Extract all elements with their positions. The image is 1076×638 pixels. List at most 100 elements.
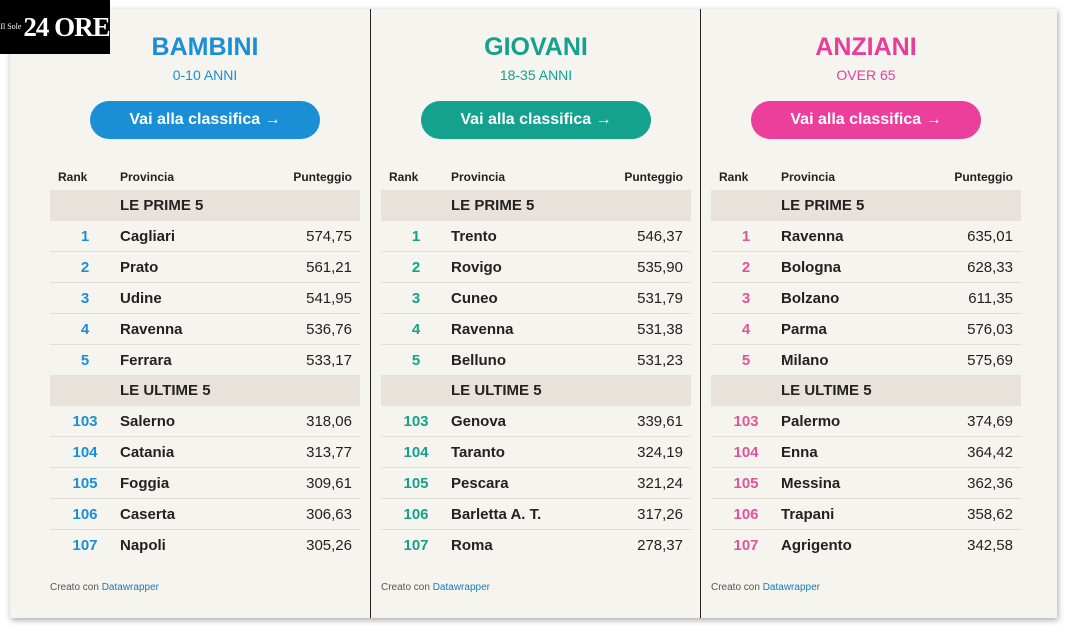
table-row: 4 Ravenna 536,76	[50, 314, 360, 345]
section-label: LE PRIME 5	[120, 197, 204, 214]
row-rank: 2	[741, 258, 751, 276]
datawrapper-link[interactable]: Datawrapper	[432, 582, 490, 593]
logo-small-text: Il Sole	[0, 22, 22, 31]
row-punteggio: 541,95	[306, 289, 352, 307]
table-row: 1 Trento 546,37	[381, 221, 691, 252]
sole-24-ore-logo: Il Sole 24 ORE	[0, 0, 111, 54]
table-header: Rank Provincia Punteggio	[50, 164, 360, 190]
section-label: LE ULTIME 5	[451, 382, 542, 399]
row-rank: 106	[72, 505, 98, 523]
section-label: LE ULTIME 5	[781, 382, 872, 399]
row-punteggio: 364,42	[967, 443, 1013, 461]
row-punteggio: 531,79	[637, 289, 683, 307]
row-punteggio: 635,01	[967, 227, 1013, 245]
table-row: 3 Udine 541,95	[50, 283, 360, 314]
section-label: LE PRIME 5	[781, 197, 865, 214]
logo-big-text: 24 ORE	[23, 11, 110, 42]
row-rank: 4	[741, 320, 751, 338]
table-row: 103 Genova 339,61	[381, 406, 691, 437]
table-row: 103 Palermo 374,69	[711, 406, 1021, 437]
row-punteggio: 574,75	[306, 227, 352, 245]
datawrapper-link[interactable]: Datawrapper	[101, 582, 159, 593]
column-subtitle: 18-35 ANNI	[499, 67, 573, 83]
footer-prefix: Creato con	[50, 582, 99, 593]
table-row: 2 Rovigo 535,90	[381, 252, 691, 283]
row-provincia: Roma	[451, 536, 493, 554]
section-top-5: LE PRIME 5	[50, 190, 360, 221]
row-punteggio: 305,26	[306, 536, 352, 554]
row-rank: 104	[72, 443, 98, 461]
column-2: ANZIANI OVER 65 Vai alla classifica → Rank P…	[700, 9, 1031, 618]
table-row: 1 Ravenna 635,01	[711, 221, 1021, 252]
row-provincia: Caserta	[120, 505, 176, 523]
rankings-card: BAMBINI 0-10 ANNI Vai alla classifica → Ran…	[10, 9, 1057, 618]
table-row: 3 Bolzano 611,35	[711, 283, 1021, 314]
row-punteggio: 358,62	[967, 505, 1013, 523]
row-rank: 4	[80, 320, 90, 338]
column-content: GIOVANI 18-35 ANNI Vai alla classifica → Ra…	[381, 9, 691, 593]
row-provincia: Ravenna	[120, 320, 183, 338]
row-punteggio: 561,21	[306, 258, 352, 276]
row-provincia: Agrigento	[781, 536, 852, 554]
row-provincia: Cagliari	[120, 227, 176, 245]
row-provincia: Milano	[781, 351, 829, 369]
row-punteggio: 576,03	[967, 320, 1013, 338]
row-rank: 103	[72, 412, 98, 430]
column-0: BAMBINI 0-10 ANNI Vai alla classifica → Ran…	[10, 9, 360, 618]
row-rank: 106	[403, 505, 429, 523]
table-row: 4 Parma 576,03	[711, 314, 1021, 345]
row-provincia: Napoli	[120, 536, 166, 554]
row-provincia: Belluno	[451, 351, 506, 369]
table-row: 103 Salerno 318,06	[50, 406, 360, 437]
row-provincia: Pescara	[451, 474, 509, 492]
table-header: Rank Provincia Punteggio	[711, 164, 1021, 190]
table-row: 107 Agrigento 342,58	[711, 530, 1021, 560]
table-row: 106 Caserta 306,63	[50, 499, 360, 530]
row-provincia: Parma	[781, 320, 827, 338]
table-row: 105 Foggia 309,61	[50, 468, 360, 499]
row-provincia: Palermo	[781, 412, 841, 430]
row-punteggio: 306,63	[306, 505, 352, 523]
row-punteggio: 342,58	[967, 536, 1013, 554]
section-top-5: LE PRIME 5	[381, 190, 691, 221]
row-rank: 3	[411, 289, 421, 307]
table-row: 104 Taranto 324,19	[381, 437, 691, 468]
row-provincia: Salerno	[120, 412, 176, 430]
table-row: 2 Prato 561,21	[50, 252, 360, 283]
row-rank: 104	[733, 443, 759, 461]
ranking-link-button[interactable]: Vai alla classifica →	[421, 101, 651, 139]
section-label: LE ULTIME 5	[120, 382, 211, 399]
header-provincia: Provincia	[120, 170, 175, 184]
datawrapper-link[interactable]: Datawrapper	[762, 582, 820, 593]
column-subtitle: 0-10 ANNI	[172, 67, 238, 83]
row-punteggio: 575,69	[967, 351, 1013, 369]
row-rank: 1	[80, 227, 90, 245]
table-row: 1 Cagliari 574,75	[50, 221, 360, 252]
row-punteggio: 313,77	[306, 443, 352, 461]
ranking-link-button[interactable]: Vai alla classifica →	[90, 101, 320, 139]
table-header: Rank Provincia Punteggio	[381, 164, 691, 190]
row-punteggio: 374,69	[967, 412, 1013, 430]
column-subtitle: OVER 65	[836, 67, 896, 83]
table-row: 104 Catania 313,77	[50, 437, 360, 468]
header-provincia: Provincia	[781, 170, 836, 184]
row-provincia: Bolzano	[781, 289, 840, 307]
row-punteggio: 362,36	[967, 474, 1013, 492]
section-label: LE PRIME 5	[451, 197, 535, 214]
table-row: 4 Ravenna 531,38	[381, 314, 691, 345]
ranking-link-button[interactable]: Vai alla classifica →	[751, 101, 981, 139]
table-row: 106 Trapani 358,62	[711, 499, 1021, 530]
ranking-table: Rank Provincia Punteggio LE PRIME 5 1 Trento 5…	[381, 164, 691, 560]
footer-prefix: Creato con	[711, 582, 760, 593]
row-provincia: Cuneo	[451, 289, 498, 307]
row-provincia: Taranto	[451, 443, 505, 461]
header-punteggio: Punteggio	[954, 170, 1013, 184]
row-punteggio: 535,90	[637, 258, 683, 276]
row-punteggio: 324,19	[637, 443, 683, 461]
row-rank: 5	[80, 351, 90, 369]
row-punteggio: 628,33	[967, 258, 1013, 276]
row-punteggio: 278,37	[637, 536, 683, 554]
footer-credit: Creato con Datawrapper	[711, 582, 820, 593]
row-rank: 105	[72, 474, 98, 492]
table-row: 106 Barletta A. T. 317,26	[381, 499, 691, 530]
